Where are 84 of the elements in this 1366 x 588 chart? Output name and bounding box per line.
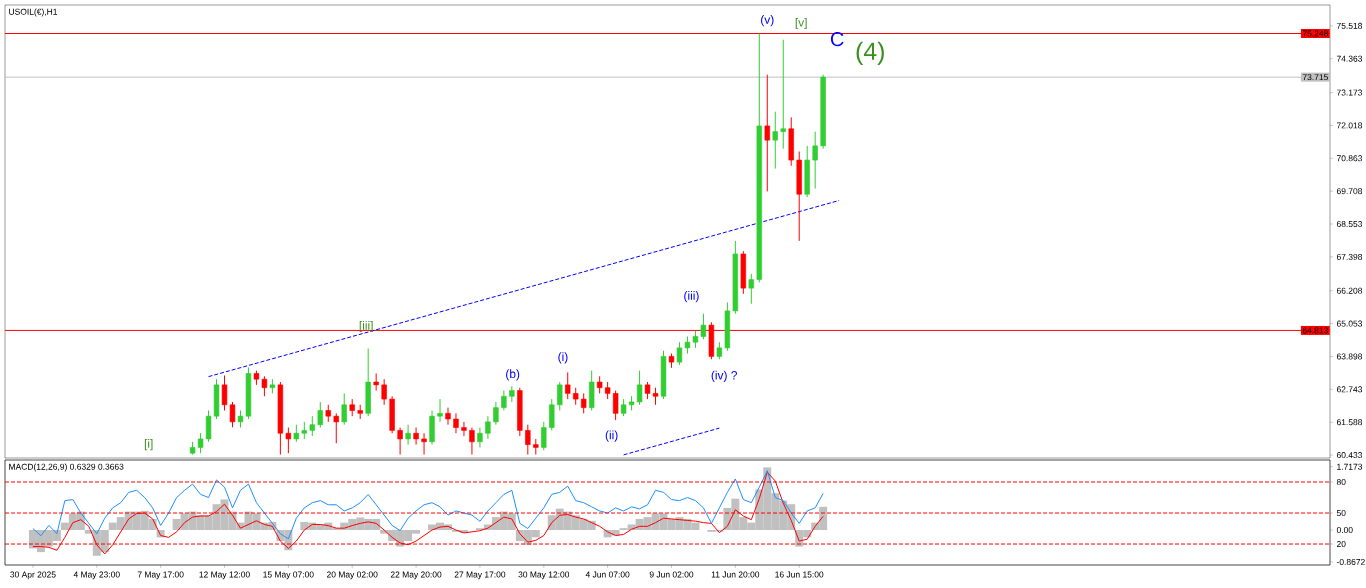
y-tick-label: -0.8672 [1336, 558, 1365, 565]
x-tick-label: 7 May 17:00 [137, 571, 184, 580]
candlestick [437, 398, 443, 423]
y-tick-label: 0.00 [1336, 527, 1353, 533]
annotation: [i] [144, 439, 153, 451]
candlestick [285, 427, 292, 454]
x-tick-label: 11 Jun 20:00 [711, 571, 760, 578]
y-tick-label: 74.363 [1336, 55, 1363, 62]
candlestick [413, 427, 419, 446]
y-tick-label: 69.708 [1336, 188, 1363, 195]
candlestick [461, 421, 467, 437]
candlestick [509, 385, 515, 403]
y-tick-label: 65.053 [1336, 320, 1363, 327]
y-tick-label: 63.898 [1336, 353, 1363, 360]
annotation: [v] [795, 17, 807, 30]
annotation: (i) [558, 352, 568, 364]
candlestick [477, 427, 483, 448]
candlestick [812, 131, 818, 190]
candlestick [636, 370, 643, 406]
candlestick [780, 39, 786, 150]
y-tick-label: 62.743 [1336, 386, 1363, 393]
x-tick-label: 30 Apr 2025 [10, 571, 56, 580]
candlestick [612, 390, 619, 421]
chart-title: MACD(12,26,9) 0.6329 0.3663 [9, 463, 124, 472]
y-tick-label: 70.863 [1336, 155, 1363, 162]
candlestick [309, 415, 315, 437]
x-tick-label: 4 Jun 07:00 [585, 571, 630, 578]
candlestick [493, 401, 499, 426]
candlestick [405, 424, 411, 446]
x-tick-label: 22 May 20:00 [390, 571, 442, 580]
candlestick [549, 398, 555, 431]
annotation: (v) [761, 15, 774, 27]
candlestick [501, 390, 507, 411]
x-tick-label: 9 Jun 02:00 [649, 571, 694, 578]
x-tick-label: 15 May 07:00 [263, 571, 314, 580]
candlestick [397, 427, 403, 456]
candlestick [565, 371, 571, 400]
candlestick [764, 74, 770, 192]
candlestick [341, 392, 347, 426]
y-tick-label: 72.018 [1336, 122, 1363, 129]
annotation: (iv) ? [711, 370, 737, 382]
y-tick-label: 68.553 [1336, 221, 1363, 228]
y-tick-label: 80 [1336, 479, 1346, 486]
y-tick-label: 50 [1336, 510, 1346, 517]
annotation: (iii) [684, 291, 699, 303]
candlestick [261, 375, 268, 397]
y-tick-label: 20 [1336, 541, 1346, 548]
candlestick [581, 392, 587, 414]
candlestick [317, 401, 323, 429]
candlestick [421, 432, 427, 456]
annotation: C [830, 32, 844, 47]
y-tick-label: 66.208 [1336, 287, 1363, 294]
ref-line-label: 64.813 [1302, 327, 1328, 334]
y-tick-label: 61.588 [1336, 419, 1363, 426]
annotation: [iii] [359, 320, 373, 333]
y-tick-label: 1.7173 [1337, 463, 1363, 470]
ref-line-label: 75.248 [1302, 30, 1328, 37]
annotation: (b) [506, 369, 520, 381]
x-tick-label: 12 May 12:00 [199, 571, 250, 580]
candlestick [453, 412, 459, 434]
candlestick [541, 421, 547, 451]
x-tick-label: 16 Jun 15:00 [775, 571, 824, 578]
y-tick-label: 73.173 [1336, 89, 1363, 96]
candlestick [772, 111, 778, 170]
candlestick [525, 424, 531, 456]
candlestick [469, 427, 475, 456]
candlestick [557, 381, 563, 411]
x-tick-label: 20 May 02:00 [326, 571, 378, 580]
x-tick-label: 30 May 12:00 [518, 571, 570, 580]
y-tick-label: 75.518 [1336, 22, 1363, 29]
annotation: (4) [856, 41, 884, 65]
ref-line-label: 73.715 [1302, 74, 1328, 81]
candlestick [748, 273, 755, 305]
chart-title: USOIL(€),H1 [9, 8, 58, 17]
annotation: (ii) [605, 430, 618, 442]
y-tick-label: 60.433 [1336, 452, 1363, 459]
candlestick [700, 313, 707, 340]
x-tick-label: 27 May 17:00 [454, 571, 506, 580]
candlestick [445, 407, 451, 426]
candlestick [333, 412, 339, 444]
y-tick-label: 67.398 [1336, 253, 1363, 260]
x-tick-label: 4 May 23:00 [73, 571, 120, 580]
candlestick [485, 415, 491, 440]
candlestick [381, 378, 387, 406]
